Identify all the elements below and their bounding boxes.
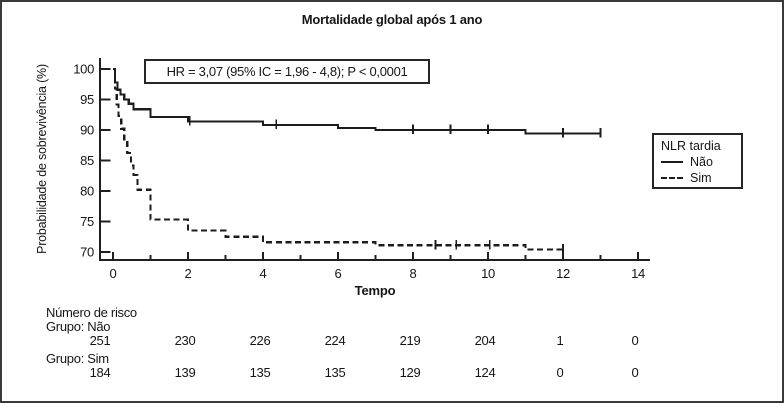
risk-count: 226 [249, 333, 271, 348]
hr-annotation-box: HR = 3,07 (95% IC = 1,96 - 4,8); P < 0,0… [144, 59, 430, 84]
x-tick-label: 4 [260, 266, 267, 281]
legend-title: NLR tardia [661, 139, 721, 153]
risk-count: 230 [174, 333, 196, 348]
x-tick-label: 6 [335, 266, 342, 281]
legend-entry-sim: Sim [661, 170, 734, 186]
y-tick-label: 80 [80, 184, 94, 199]
risk-count: 251 [89, 333, 111, 348]
km-curve-sim [113, 67, 563, 251]
risk-table-title: Número de risco [46, 305, 137, 320]
dashed-line-sample [661, 177, 683, 179]
legend-label-nao: Não [690, 155, 713, 169]
y-tick-label: 70 [80, 245, 94, 260]
risk-count: 129 [399, 365, 421, 380]
risk-count: 139 [174, 365, 196, 380]
legend-box: NLR tardia Não Sim [652, 133, 743, 189]
risk-count: 0 [556, 365, 564, 380]
x-tick-label: 14 [631, 266, 645, 281]
risk-count: 124 [474, 365, 496, 380]
risk-group-label-nao: Grupo: Não [46, 319, 111, 334]
x-axis-title: Tempo [354, 283, 396, 298]
risk-count: 135 [249, 365, 271, 380]
risk-count: 204 [474, 333, 496, 348]
legend-label-sim: Sim [690, 171, 712, 185]
x-tick-label: 0 [110, 266, 117, 281]
risk-count: 0 [631, 365, 639, 380]
legend-entry-nao: Não [661, 154, 734, 170]
y-tick-label: 95 [80, 92, 94, 107]
risk-count: 0 [631, 333, 639, 348]
x-tick-label: 2 [185, 266, 192, 281]
risk-count: 184 [89, 365, 111, 380]
x-tick-label: 12 [556, 266, 570, 281]
y-tick-label: 100 [73, 62, 94, 77]
km-curve-nao [113, 67, 601, 135]
x-tick-label: 10 [481, 266, 495, 281]
y-tick-label: 75 [80, 214, 94, 229]
risk-count: 224 [324, 333, 346, 348]
axis-lines [99, 58, 650, 261]
y-axis-title: Probabilidade de sobrevivência (%) [35, 64, 49, 254]
risk-count: 219 [399, 333, 421, 348]
risk-group-label-sim: Grupo: Sim [46, 351, 109, 366]
x-tick-label: 8 [410, 266, 417, 281]
solid-line-sample [661, 161, 683, 163]
chart-title: Mortalidade global após 1 ano [301, 12, 483, 27]
y-tick-label: 90 [80, 123, 94, 138]
y-tick-label: 85 [80, 153, 94, 168]
risk-count: 1 [556, 333, 564, 348]
risk-count: 135 [324, 365, 346, 380]
